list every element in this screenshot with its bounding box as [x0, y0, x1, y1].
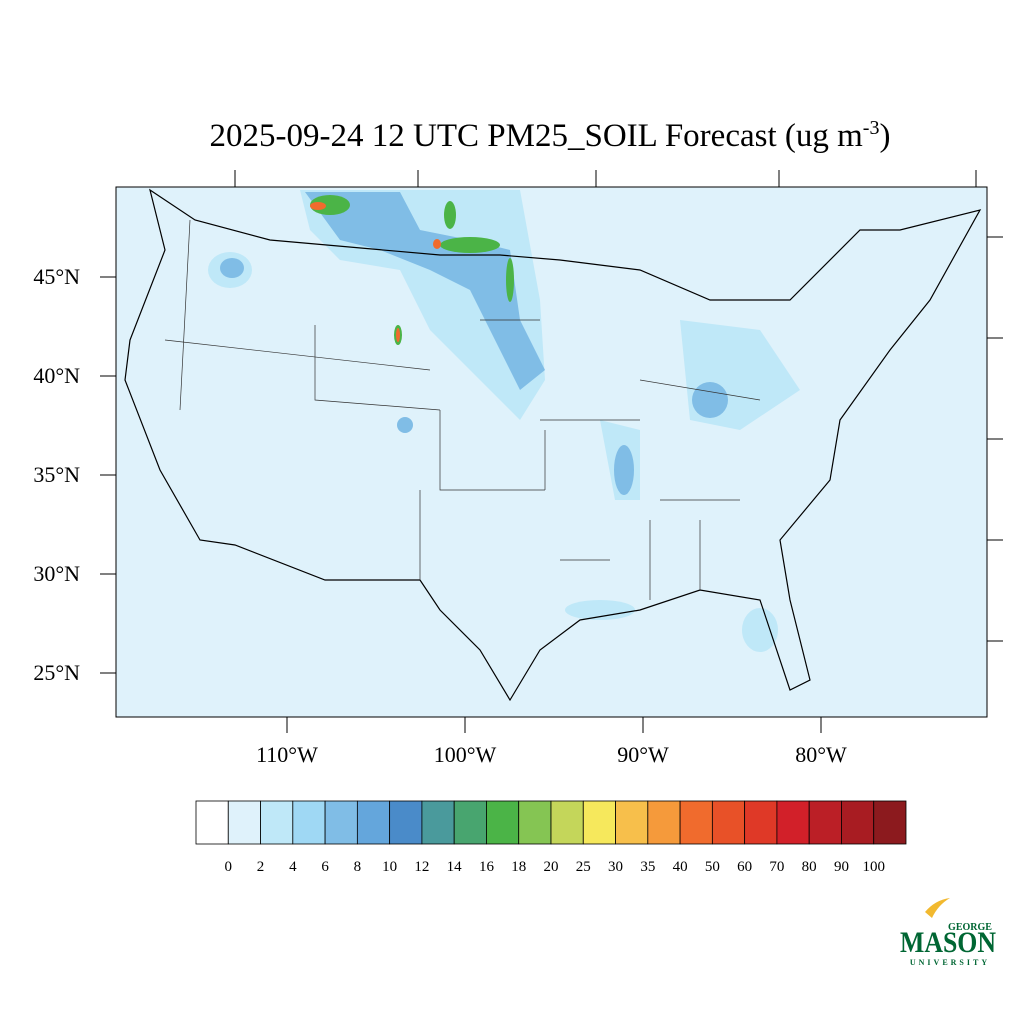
area	[614, 445, 634, 495]
lat-label: 30°N	[33, 561, 80, 586]
concentration-areas-3	[310, 195, 514, 345]
colorbar-label: 14	[447, 859, 463, 875]
colorbar-label: 100	[862, 859, 885, 875]
frame-ticks	[234, 170, 1003, 642]
map-frame	[115, 186, 988, 718]
colorbar-box	[486, 800, 520, 845]
colorbar-box	[647, 800, 681, 845]
colorbar-box	[679, 800, 713, 845]
lat-label: 40°N	[33, 363, 80, 388]
area	[440, 237, 500, 253]
area	[305, 192, 545, 390]
colorbar-box	[421, 800, 455, 845]
colorbar-box	[260, 800, 294, 845]
colorbar-box	[227, 800, 261, 845]
colorbar-box	[195, 800, 229, 845]
lon-label: 110°W	[256, 742, 318, 767]
colorbar-label: 16	[479, 859, 495, 875]
colorbar-label: 8	[354, 859, 362, 875]
state-borders	[164, 219, 761, 600]
colorbar-box	[744, 800, 778, 845]
colorbar-label: 60	[737, 859, 752, 875]
concentration-peaks	[310, 202, 441, 342]
colorbar-box	[873, 800, 907, 845]
lat-label: 25°N	[33, 660, 80, 685]
colorbar-label: 25	[576, 859, 591, 875]
lon-label: 100°W	[434, 742, 497, 767]
colorbar-label: 2	[257, 859, 265, 875]
title-main: 2025-09-24 12 UTC PM25_SOIL Forecast (ug…	[210, 118, 864, 154]
colorbar-label: 70	[769, 859, 784, 875]
colorbar-box	[518, 800, 552, 845]
peak	[310, 202, 326, 210]
colorbar-box	[389, 800, 423, 845]
colorbar-box	[711, 800, 746, 845]
colorbar-label: 30	[608, 859, 623, 875]
colorbar-box	[776, 800, 810, 845]
colorbar-label: 90	[834, 859, 849, 875]
lon-label: 80°W	[795, 742, 847, 767]
colorbar-label: 12	[414, 859, 429, 875]
colorbar-label: 18	[511, 859, 526, 875]
colorbar-label: 80	[802, 859, 817, 875]
colorbar-box	[292, 800, 326, 845]
colorbar-box	[615, 800, 649, 845]
colorbar-label: 6	[321, 859, 329, 875]
colorbar-box	[356, 800, 391, 845]
colorbar-label: 40	[673, 859, 688, 875]
colorbar-box	[453, 800, 487, 845]
logo-name: MASON	[900, 926, 996, 959]
area	[692, 382, 728, 418]
area	[397, 417, 413, 433]
title-end: )	[879, 118, 890, 154]
colorbar-box	[808, 800, 842, 845]
colorbar-label: 10	[382, 859, 397, 875]
colorbar-label: 35	[640, 859, 655, 875]
title-superscript: -3	[863, 117, 880, 139]
concentration-areas-2	[220, 192, 728, 495]
logo-swoosh	[925, 898, 950, 918]
logo-top: GEORGE	[948, 922, 992, 933]
lat-label: 45°N	[33, 264, 80, 289]
colorbar-label: 20	[544, 859, 559, 875]
title: 2025-09-24 12 UTC PM25_SOIL Forecast (ug…	[210, 117, 891, 154]
coastline	[124, 188, 982, 702]
peak	[433, 239, 441, 249]
logo-bottom: UNIVERSITY	[910, 958, 990, 967]
area	[220, 258, 244, 278]
map	[115, 170, 1003, 718]
lon-label: 90°W	[617, 742, 669, 767]
peak	[396, 328, 400, 342]
logo: GEORGE MASON UNIVERSITY	[900, 898, 996, 967]
lat-label: 35°N	[33, 462, 80, 487]
colorbar-label: 4	[289, 859, 297, 875]
colorbar-box	[550, 800, 584, 845]
area	[310, 195, 350, 215]
area	[565, 600, 635, 620]
area	[444, 201, 456, 229]
colorbar-box	[841, 800, 875, 845]
colorbar-box	[582, 800, 616, 845]
colorbar-label: 50	[705, 859, 720, 875]
colorbar-box	[324, 800, 358, 845]
area	[506, 258, 514, 302]
area	[742, 608, 778, 652]
colorbar-label: 0	[225, 859, 233, 875]
